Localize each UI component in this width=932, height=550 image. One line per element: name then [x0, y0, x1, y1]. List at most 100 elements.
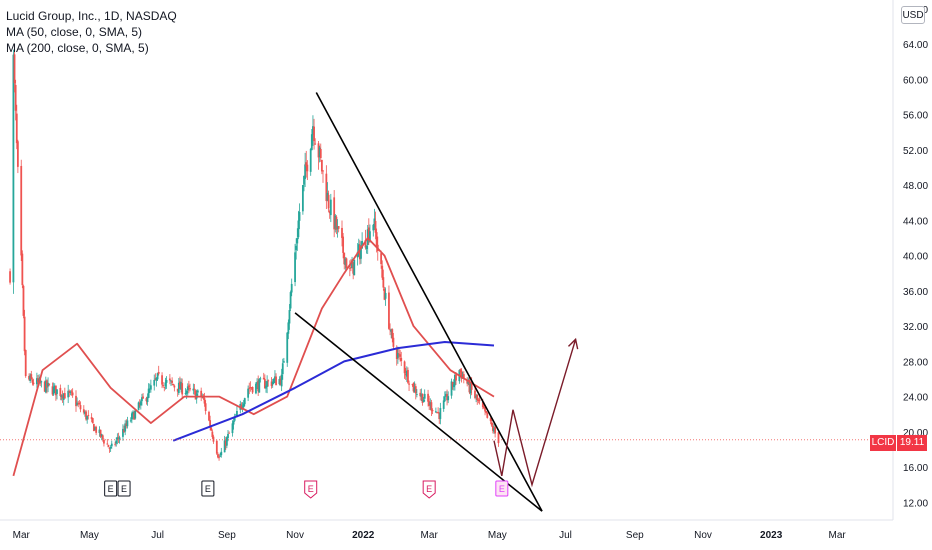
candle-body — [124, 423, 127, 432]
candle-body — [243, 398, 246, 405]
legend-ma200[interactable]: MA (200, close, 0, SMA, 5) — [6, 41, 149, 55]
candle-body — [62, 393, 65, 400]
candle-body — [481, 401, 484, 408]
candle-body — [20, 165, 23, 256]
x-tick-label: Sep — [626, 530, 644, 541]
candle-body — [61, 394, 64, 399]
legend-title[interactable]: Lucid Group, Inc., 1D, NASDAQ — [6, 9, 177, 23]
candle-body — [110, 443, 113, 447]
candle-body — [30, 374, 33, 380]
legend: Lucid Group, Inc., 1D, NASDAQ MA (50, cl… — [6, 8, 177, 56]
earnings-marker-label: E — [121, 484, 127, 494]
candle-body — [477, 399, 480, 401]
y-tick-label: 52.00 — [903, 146, 928, 157]
candle-body — [306, 164, 309, 172]
candle-body — [447, 396, 450, 401]
candle-body — [474, 390, 476, 398]
candle-body — [301, 184, 304, 212]
candle-body — [388, 292, 390, 329]
candle-body — [103, 439, 105, 444]
candle-body — [322, 170, 324, 172]
y-axis[interactable]: 12.00 16.00 20.00 24.00 28.00 32.00 36.00 40.00… — [0, 0, 928, 521]
candle-body — [118, 437, 121, 440]
currency-button[interactable]: USD — [901, 6, 925, 24]
y-tick-label: 24.00 — [903, 393, 928, 404]
candle-body — [209, 420, 212, 428]
candle-body — [329, 199, 332, 216]
earnings-marker[interactable]: E — [104, 480, 118, 497]
candle-body — [345, 258, 348, 269]
candle-body — [147, 388, 150, 398]
candle-body — [327, 194, 330, 209]
earnings-marker[interactable]: E — [117, 480, 131, 497]
candle-body — [231, 423, 234, 434]
candle-body — [141, 397, 143, 402]
candle-body — [344, 258, 347, 265]
earnings-marker[interactable]: E — [495, 480, 509, 497]
candle-body — [16, 141, 19, 167]
candle-body — [451, 381, 454, 387]
candle-body — [24, 349, 27, 377]
candle-body — [200, 390, 203, 397]
candle-body — [265, 385, 267, 389]
candle-body — [493, 428, 495, 432]
candle-body — [180, 382, 182, 390]
candle-body — [155, 377, 158, 381]
candle-body — [145, 398, 148, 402]
y-tick-label: 48.00 — [903, 181, 928, 192]
candle-body — [133, 412, 136, 420]
candle-body — [165, 379, 168, 383]
candle-body — [475, 396, 478, 398]
candle-body — [313, 126, 315, 142]
candle-body — [428, 401, 431, 406]
candle-body — [439, 408, 442, 419]
candle-body — [415, 394, 418, 395]
candle-body — [326, 192, 329, 201]
candle-body — [52, 386, 55, 395]
candle-body — [438, 412, 441, 420]
candle-body — [453, 375, 456, 386]
candle-body — [391, 329, 394, 339]
earnings-marker[interactable]: E — [422, 480, 436, 499]
candle-body — [470, 382, 473, 390]
y-tick-label: 40.00 — [903, 252, 928, 263]
legend-ma50[interactable]: MA (50, close, 0, SMA, 5) — [6, 25, 143, 39]
candle-body — [130, 413, 133, 420]
candle-body — [171, 380, 174, 383]
candle-body — [314, 143, 317, 145]
candle-body — [375, 232, 378, 248]
candle-body — [280, 374, 283, 387]
candle-body — [168, 378, 171, 381]
candle-body — [192, 388, 195, 391]
candle-body — [232, 421, 235, 425]
candle-body — [310, 134, 313, 151]
earnings-marker[interactable]: E — [201, 480, 215, 497]
candle-body — [161, 375, 163, 385]
candle-body — [107, 444, 110, 448]
candle-body — [185, 390, 188, 394]
earnings-marker-label: E — [308, 484, 314, 494]
candle-body — [225, 437, 228, 446]
earnings-marker-shape — [495, 480, 509, 497]
y-tick-label: 60.00 — [903, 75, 928, 86]
ma200-line — [172, 341, 495, 442]
trendline-lower — [294, 312, 543, 512]
candle-body — [179, 381, 181, 390]
candle-body — [215, 440, 218, 454]
x-tick-label: Jul — [559, 530, 572, 541]
earnings-marker[interactable]: E — [304, 480, 318, 499]
candle-body — [176, 388, 179, 392]
candle-body — [53, 385, 56, 388]
candle-body — [43, 381, 46, 392]
candle-body — [281, 363, 284, 375]
candle-body — [13, 54, 16, 84]
candle-body — [106, 443, 109, 445]
candle-body — [373, 218, 376, 228]
candle-body — [382, 277, 385, 288]
candle-body — [173, 385, 176, 388]
x-axis[interactable]: Mar May Jul Sep Nov 2022 Mar May Jul Sep Nov 2023 Ma… — [13, 530, 847, 541]
candle-body — [271, 381, 274, 385]
candle-body — [163, 387, 166, 388]
